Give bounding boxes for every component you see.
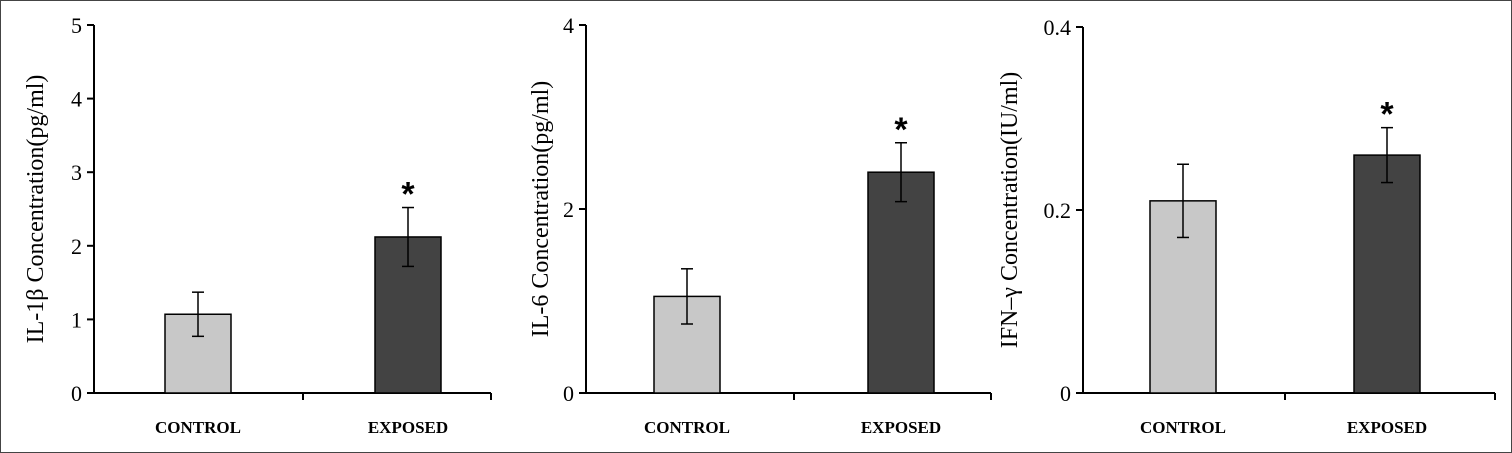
bar-exposed <box>374 236 442 394</box>
y-tick-label: 2 <box>71 234 82 259</box>
y-tick-label: 5 <box>71 13 82 38</box>
significance-marker: * <box>894 111 908 149</box>
significance-marker: * <box>1380 96 1394 134</box>
chart-3: 0 0.2 0.4 IFN–γ Concentration(IU/ml) CONTROL… <box>997 15 1496 437</box>
y-tick-label: 1 <box>71 307 82 332</box>
y-tick-label: 2 <box>563 197 574 222</box>
bar-exposed <box>867 171 935 394</box>
category-label: CONTROL <box>1140 418 1226 437</box>
category-label: EXPOSED <box>1347 418 1427 437</box>
y-axis-label: IL-1β Concentration(pg/ml) <box>23 75 49 344</box>
category-label: CONTROL <box>644 418 730 437</box>
y-tick-label: 0 <box>71 381 82 406</box>
y-tick-label: 0 <box>1060 381 1071 406</box>
chart-2: 0 2 4 IL-6 Concentration(pg/ml) CONTROL EXPOS… <box>528 13 992 437</box>
significance-marker: * <box>401 176 415 214</box>
y-axis-label: IL-6 Concentration(pg/ml) <box>528 81 554 338</box>
category-label: CONTROL <box>155 418 241 437</box>
bar-exposed <box>1353 154 1421 394</box>
y-tick-label: 4 <box>563 13 574 38</box>
category-label: EXPOSED <box>861 418 941 437</box>
y-tick-label: 0 <box>563 381 574 406</box>
chart-1: 0 1 2 3 4 5 IL-1β Concentration(pg/ml) CONTROL E… <box>23 13 492 437</box>
y-axis-label: IFN–γ Concentration(IU/ml) <box>997 72 1023 349</box>
category-label: EXPOSED <box>368 418 448 437</box>
y-tick-label: 3 <box>71 160 82 185</box>
y-tick-label: 0.2 <box>1044 198 1072 223</box>
y-tick-label: 0.4 <box>1044 15 1072 40</box>
y-tick-label: 4 <box>71 87 82 112</box>
